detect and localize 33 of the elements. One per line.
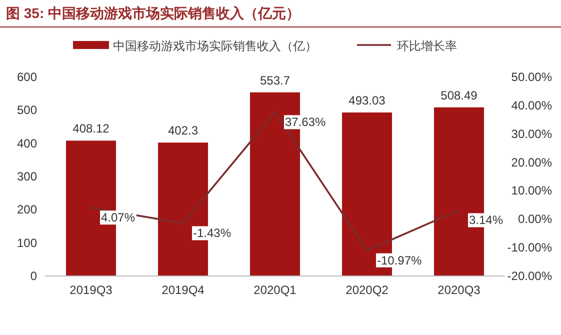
y2-tick-label: 20.00% <box>511 155 552 170</box>
x-tick-label: 2020Q1 <box>254 283 297 297</box>
y-tick-label: 0 <box>30 269 38 283</box>
legend-label: 中国移动游戏市场实际销售收入（亿） <box>113 39 317 53</box>
y2-tick-label: 10.00% <box>511 184 552 198</box>
y-tick-label: 600 <box>16 70 38 84</box>
y-tick-label: 200 <box>16 202 38 217</box>
data-label: 553.7 <box>260 73 290 88</box>
y2-tick-label: -10.00% <box>507 240 552 255</box>
y2-tick-label: 40.00% <box>511 98 552 112</box>
y2-tick-label: 50.00% <box>511 70 552 84</box>
chart-title: 图 35: 中国移动游戏市场实际销售收入（亿元） <box>6 5 300 21</box>
data-label: 3.14% <box>469 213 504 228</box>
y-tick-label: 400 <box>16 136 38 150</box>
y2-tick-label: 30.00% <box>511 126 552 141</box>
data-label: 37.63% <box>285 115 326 130</box>
x-tick-label: 2020Q2 <box>346 283 389 297</box>
x-tick-label: 2019Q3 <box>70 283 113 297</box>
legend-label: 环比增长率 <box>397 39 457 53</box>
data-label: 408.12 <box>72 122 110 136</box>
data-label: -10.97% <box>377 253 422 268</box>
y-tick-label: 500 <box>16 103 38 118</box>
y2-tick-label: 0.00% <box>518 212 552 226</box>
data-label: 4.07% <box>101 210 136 225</box>
y-tick-label: 100 <box>16 236 38 250</box>
y2-tick-label: -20.00% <box>507 269 552 283</box>
data-label: 402.3 <box>168 124 198 138</box>
y-tick-label: 300 <box>16 170 38 184</box>
x-tick-label: 2019Q4 <box>162 283 205 297</box>
data-label: 493.03 <box>348 93 386 108</box>
data-label: 508.49 <box>440 88 478 102</box>
data-label: -1.43% <box>193 226 232 240</box>
x-tick-label: 2020Q3 <box>438 283 481 297</box>
